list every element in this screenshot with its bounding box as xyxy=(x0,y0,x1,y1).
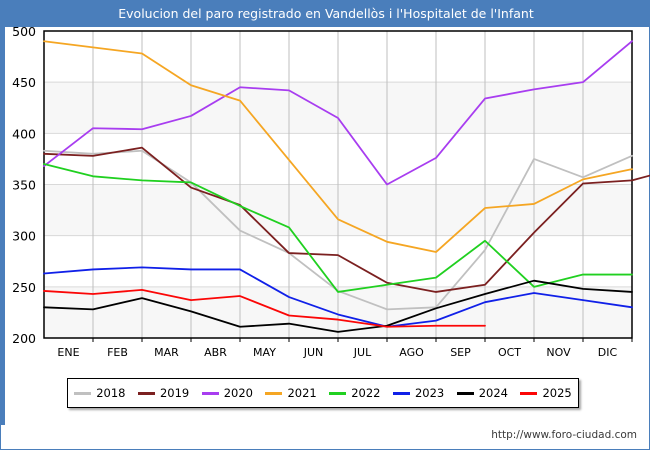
legend-item-2019[interactable]: 2019 xyxy=(137,386,190,400)
vertical-gridlines xyxy=(92,31,584,338)
source-url-label: http://www.foro-ciudad.com xyxy=(491,429,637,441)
legend-label: 2024 xyxy=(478,386,509,400)
window-left-accent-rail xyxy=(1,27,5,425)
legend-item-2025[interactable]: 2025 xyxy=(520,386,572,400)
svg-text:MAY: MAY xyxy=(253,346,276,359)
legend-item-2023[interactable]: 2023 xyxy=(392,386,445,400)
window-title: Evolucion del paro registrado en Vandell… xyxy=(1,1,650,27)
svg-text:AGO: AGO xyxy=(399,346,424,359)
svg-text:DIC: DIC xyxy=(598,346,618,359)
y-axis-tick-labels: 200 250 300 350 400 450 500 xyxy=(12,27,36,346)
legend-label: 2022 xyxy=(351,386,381,400)
svg-text:NOV: NOV xyxy=(546,346,571,359)
svg-text:200: 200 xyxy=(12,331,36,346)
legend-color-swatch xyxy=(520,391,538,395)
svg-text:250: 250 xyxy=(12,280,36,295)
svg-text:JUL: JUL xyxy=(353,346,372,359)
legend-color-swatch xyxy=(392,391,410,395)
series-line-2021 xyxy=(43,40,633,253)
legend-label: 2020 xyxy=(223,386,254,400)
svg-text:350: 350 xyxy=(12,178,36,193)
series-line-2023 xyxy=(43,266,633,328)
svg-text:300: 300 xyxy=(12,229,36,244)
legend-item-2018[interactable]: 2018 xyxy=(74,386,126,400)
svg-text:400: 400 xyxy=(12,126,36,141)
x-axis-month-labels: ENE FEB MAR ABR MAY JUN JUL AGO SEP OCT NOV DIC xyxy=(57,346,617,359)
legend-color-swatch xyxy=(201,391,219,395)
series-line-2019 xyxy=(43,146,650,293)
chart-legend: 2018 2019 2020 2021 2022 2023 2024 2025 xyxy=(67,378,579,408)
legend-color-swatch xyxy=(456,391,474,395)
legend-label: 2019 xyxy=(159,386,190,400)
legend-label: 2025 xyxy=(542,386,572,400)
svg-text:JUN: JUN xyxy=(303,346,324,359)
legend-color-swatch xyxy=(74,391,92,395)
legend-label: 2021 xyxy=(287,386,317,400)
chart-area: 200 250 300 350 400 450 500 ENE FEB MAR ABR MAY JUN… xyxy=(1,27,650,372)
legend-label: 2018 xyxy=(96,386,126,400)
svg-text:MAR: MAR xyxy=(154,346,179,359)
svg-text:FEB: FEB xyxy=(107,346,128,359)
line-chart-plot: 200 250 300 350 400 450 500 ENE FEB MAR ABR MAY JUN… xyxy=(12,27,650,359)
legend-item-2021[interactable]: 2021 xyxy=(265,386,317,400)
x-axis-tick-marks xyxy=(92,338,633,342)
legend-item-2022[interactable]: 2022 xyxy=(329,386,381,400)
legend-color-swatch xyxy=(137,391,155,395)
svg-text:SEP: SEP xyxy=(450,346,471,359)
legend-label: 2023 xyxy=(414,386,445,400)
series-line-2025 xyxy=(43,288,486,328)
svg-text:ABR: ABR xyxy=(204,346,227,359)
legend-color-swatch xyxy=(329,391,347,395)
data-series-lines xyxy=(43,40,650,333)
svg-text:450: 450 xyxy=(12,75,36,90)
legend-item-2020[interactable]: 2020 xyxy=(201,386,254,400)
series-line-2020 xyxy=(43,40,633,186)
series-line-2024 xyxy=(43,279,633,333)
svg-text:500: 500 xyxy=(12,27,36,39)
legend-item-2024[interactable]: 2024 xyxy=(456,386,509,400)
series-line-2022 xyxy=(43,163,633,293)
legend-color-swatch xyxy=(265,391,283,395)
svg-text:ENE: ENE xyxy=(57,346,79,359)
svg-text:OCT: OCT xyxy=(498,346,521,359)
